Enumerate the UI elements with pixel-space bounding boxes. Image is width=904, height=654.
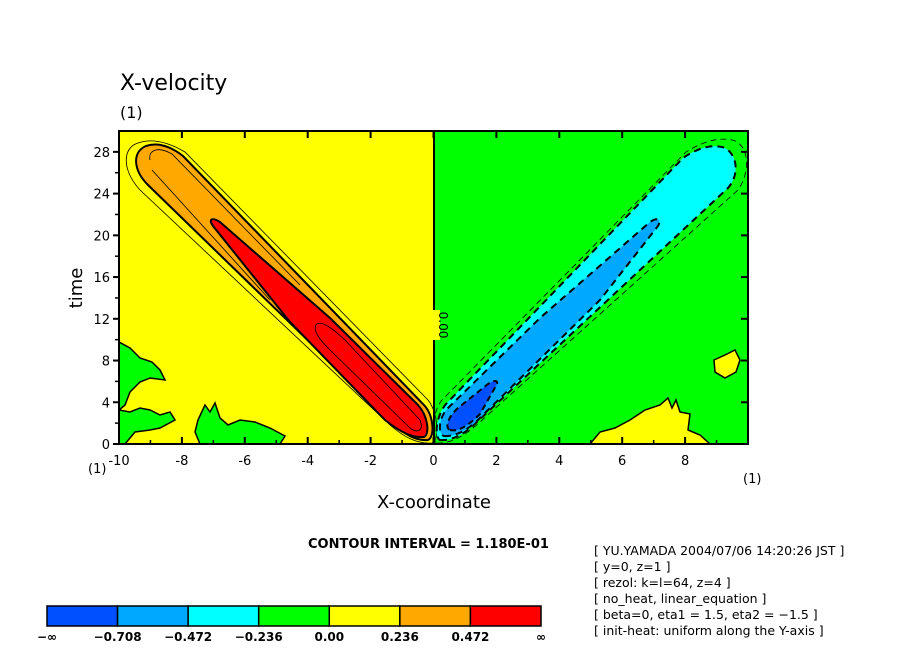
colorbar-swatch bbox=[399, 605, 472, 627]
colorbar: −∞ −0.708 −0.472 −0.236 0.00 0.236 0.472 ∞ bbox=[37, 605, 546, 644]
colorbar-swatch bbox=[328, 605, 401, 627]
x-unit: (1) bbox=[743, 472, 761, 487]
colorbar-swatch bbox=[187, 605, 260, 627]
y-tick-label: 4 bbox=[102, 396, 110, 411]
x-tick-label: 6 bbox=[618, 454, 626, 469]
colorbar-swatch bbox=[257, 605, 331, 627]
y-tick-label: 0 bbox=[102, 438, 110, 453]
noise-patch-left-3 bbox=[194, 401, 287, 444]
contour-field bbox=[119, 131, 748, 444]
colorbar-label: −0.472 bbox=[164, 630, 212, 644]
colorbar-label: 0.472 bbox=[451, 630, 489, 644]
y-tick-label: 12 bbox=[93, 313, 110, 328]
colorbar-label: −∞ bbox=[37, 630, 57, 644]
red-core bbox=[209, 218, 429, 439]
x-tick-label: -4 bbox=[301, 454, 314, 469]
noise-patch-right-2 bbox=[713, 348, 741, 379]
y-tick-label: 24 bbox=[93, 188, 110, 203]
contour-inner-orange bbox=[149, 149, 301, 301]
y-axis-label: time bbox=[66, 268, 87, 309]
x-tick-label: -6 bbox=[238, 454, 251, 469]
noise-patch-left-1 bbox=[119, 341, 167, 411]
x-tick-label: 4 bbox=[555, 454, 563, 469]
info-line: [ y=0, z=1 ] bbox=[594, 559, 670, 574]
y-tick-label: 8 bbox=[102, 355, 110, 370]
info-line: [ rezol: k=l=64, z=4 ] bbox=[594, 575, 731, 590]
y-unit: (1) bbox=[88, 462, 106, 477]
x-tick-label: 2 bbox=[492, 454, 500, 469]
info-line: [ init-heat: uniform along the Y-axis ] bbox=[594, 623, 824, 638]
title-unit: (1) bbox=[120, 103, 143, 122]
info-line: [ beta=0, eta1 = 1.5, eta2 = −1.5 ] bbox=[594, 607, 818, 622]
y-tick-label: 28 bbox=[93, 146, 110, 161]
noise-patch-right-1 bbox=[589, 396, 712, 444]
y-tick-label: 20 bbox=[93, 229, 110, 244]
colorbar-label: −0.236 bbox=[235, 630, 283, 644]
y-tick-label: 16 bbox=[93, 271, 110, 286]
x-tick-label: -10 bbox=[108, 454, 129, 469]
chart-title: X-velocity bbox=[120, 71, 227, 96]
contour-interval: CONTOUR INTERVAL = 1.180E-01 bbox=[308, 537, 549, 552]
colorbar-label: ∞ bbox=[536, 630, 546, 644]
colorbar-swatch bbox=[116, 605, 189, 627]
x-tick-label: -2 bbox=[364, 454, 377, 469]
dark-blue-core bbox=[446, 380, 499, 432]
colorbar-swatch bbox=[469, 605, 542, 627]
x-axis-label: X-coordinate bbox=[377, 492, 491, 513]
x-tick-label: 8 bbox=[681, 454, 689, 469]
contour-label-bg bbox=[428, 310, 440, 340]
x-tick-label: 0 bbox=[429, 454, 437, 469]
colorbar-swatch bbox=[46, 605, 119, 627]
contour-outer-negative bbox=[432, 138, 747, 444]
info-line: [ no_heat, linear_equation ] bbox=[594, 591, 766, 606]
info-block: [ YU.YAMADA 2004/07/06 14:20:26 JST ] [ … bbox=[594, 543, 844, 638]
x-tick-label: -8 bbox=[175, 454, 188, 469]
colorbar-label: 0.00 bbox=[314, 630, 344, 644]
contour-label: 0.00 bbox=[436, 312, 450, 339]
colorbar-label: −0.708 bbox=[94, 630, 142, 644]
noise-patch-left-2 bbox=[119, 407, 177, 444]
info-line: [ YU.YAMADA 2004/07/06 14:20:26 JST ] bbox=[594, 543, 844, 558]
contour-inner-red bbox=[314, 322, 422, 432]
colorbar-label: 0.236 bbox=[381, 630, 419, 644]
